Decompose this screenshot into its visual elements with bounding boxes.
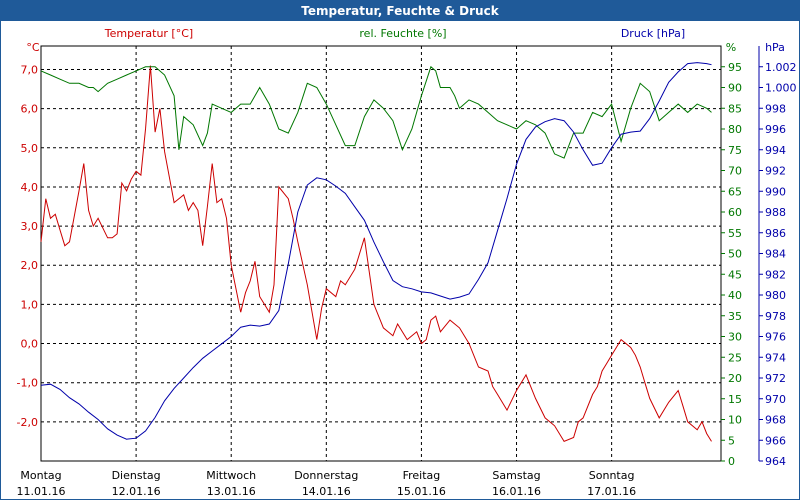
pressure-tick-label: 986 [765,227,786,240]
pressure-tick-label: 994 [765,144,786,157]
humidity-tick-label: 90 [728,82,742,95]
x-day-label: Sonntag [589,469,635,482]
pressure-tick-label: 980 [765,289,786,302]
humidity-tick-label: 30 [728,331,742,344]
humidity-tick-label: 20 [728,372,742,385]
humidity-tick-label: 5 [728,434,735,447]
temperature-tick-label: 6,0 [21,103,39,116]
humidity-tick-label: 95 [728,61,742,74]
temperature-tick-label: 3,0 [21,220,39,233]
x-day-label: Donnerstag [294,469,358,482]
humidity-tick-label: 10 [728,414,742,427]
x-date-label: 17.01.16 [587,485,636,498]
pressure-unit-label: hPa [765,41,785,54]
humidity-tick-label: 75 [728,144,742,157]
temperature-tick-label: -1,0 [17,377,38,390]
x-day-label: Montag [20,469,61,482]
temperature-tick-label: 1,0 [21,298,39,311]
pressure-tick-label: 970 [765,393,786,406]
x-date-label: 16.01.16 [492,485,541,498]
pressure-tick-label: 998 [765,102,786,115]
humidity-axis-title: rel. Feuchte [%] [359,27,446,40]
humidity-series-line [40,65,712,159]
humidity-tick-label: 70 [728,165,742,178]
pressure-tick-label: 996 [765,123,786,136]
pressure-tick-label: 966 [765,434,786,447]
humidity-tick-label: 25 [728,351,742,364]
temperature-tick-label: 5,0 [21,142,39,155]
x-date-label: 15.01.16 [397,485,446,498]
pressure-tick-label: 984 [765,248,786,261]
pressure-tick-label: 964 [765,455,786,468]
temperature-unit-label: °C [26,41,40,54]
humidity-tick-label: 50 [728,248,742,261]
humidity-tick-label: 60 [728,206,742,219]
humidity-tick-label: 0 [728,455,735,468]
x-date-label: 12.01.16 [112,485,161,498]
pressure-tick-label: 1.000 [765,82,797,95]
temperature-tick-label: 2,0 [21,259,39,272]
humidity-tick-label: 65 [728,185,742,198]
pressure-tick-label: 1.002 [765,61,797,74]
x-date-label: 14.01.16 [302,485,351,498]
humidity-tick-label: 45 [728,268,742,281]
pressure-tick-label: 968 [765,414,786,427]
x-day-label: Mittwoch [206,469,256,482]
x-day-label: Freitag [403,469,441,482]
pressure-tick-label: 990 [765,185,786,198]
humidity-tick-label: 40 [728,289,742,302]
temperature-axis-title: Temperatur [°C] [104,27,193,40]
temperature-tick-label: 0,0 [21,338,39,351]
temperature-series-line [40,65,712,443]
humidity-tick-label: 55 [728,227,742,240]
x-day-label: Dienstag [112,469,161,482]
temperature-tick-label: 4,0 [21,181,39,194]
temperature-tick-label: -2,0 [17,416,38,429]
humidity-tick-label: 35 [728,310,742,323]
x-date-label: 13.01.16 [207,485,256,498]
pressure-axis-title: Druck [hPa] [621,27,685,40]
humidity-unit-label: % [726,41,736,54]
humidity-tick-label: 15 [728,393,742,406]
x-day-label: Samstag [492,469,540,482]
pressure-tick-label: 974 [765,351,786,364]
pressure-tick-label: 976 [765,331,786,344]
pressure-tick-label: 982 [765,268,786,281]
humidity-tick-label: 85 [728,102,742,115]
chart-title: Temperatur, Feuchte & Druck [1,1,799,21]
x-date-label: 11.01.16 [17,485,66,498]
pressure-tick-label: 988 [765,206,786,219]
pressure-tick-label: 978 [765,310,786,323]
pressure-series-line [40,62,712,440]
humidity-tick-label: 80 [728,123,742,136]
temperature-tick-label: 7,0 [21,63,39,76]
pressure-tick-label: 972 [765,372,786,385]
pressure-tick-label: 992 [765,165,786,178]
